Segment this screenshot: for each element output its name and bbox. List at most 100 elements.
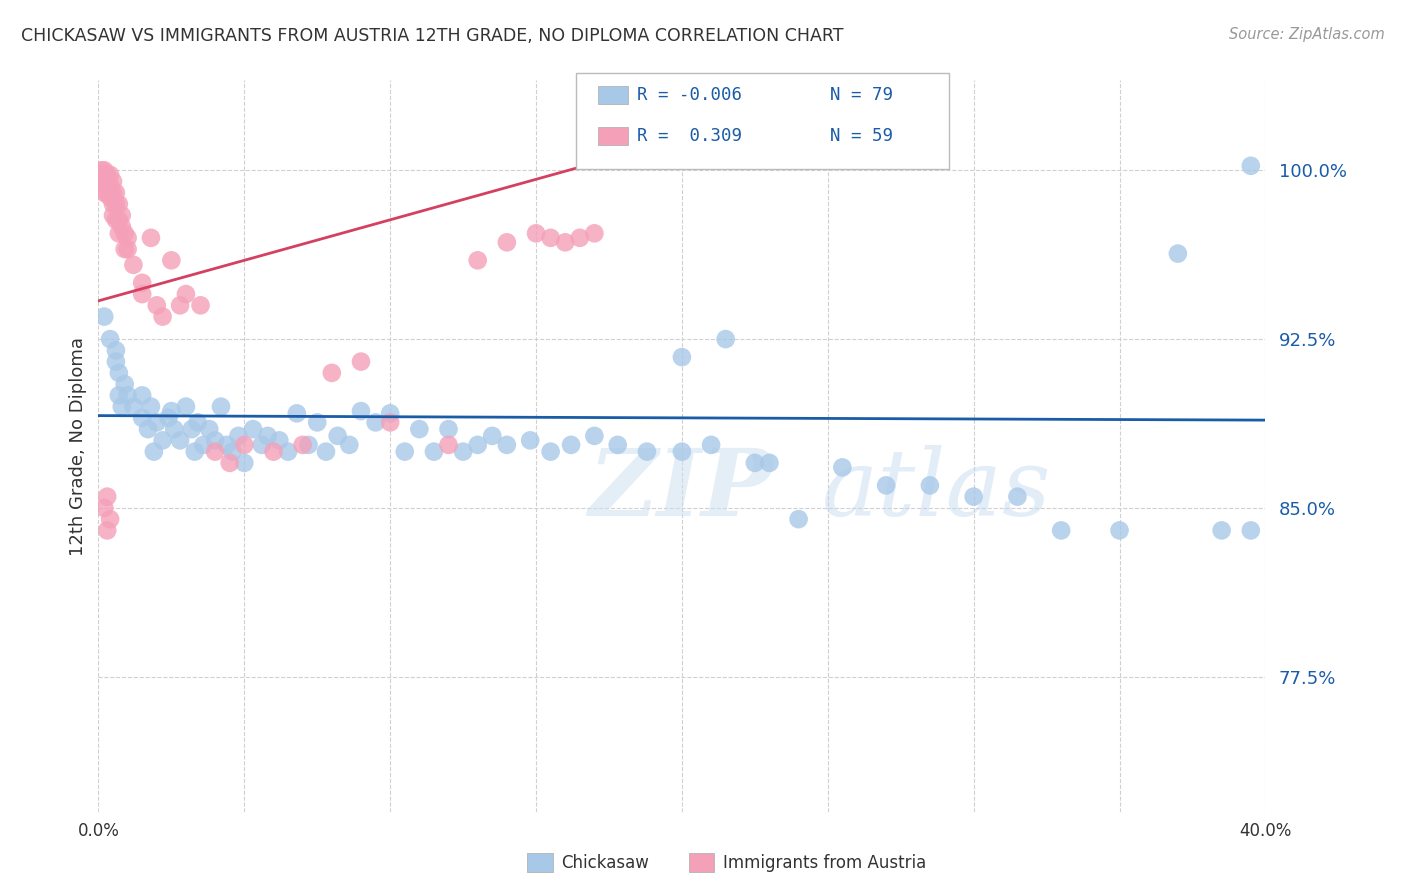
Point	[136, 422, 159, 436]
Point	[96, 175, 118, 189]
Point	[321, 366, 343, 380]
Point	[157, 410, 180, 425]
Point	[583, 429, 606, 443]
Point	[291, 438, 314, 452]
Point	[962, 490, 984, 504]
Point	[152, 434, 174, 448]
Point	[146, 416, 169, 430]
Point	[437, 438, 460, 452]
Point	[568, 231, 591, 245]
Point	[93, 500, 115, 515]
Point	[524, 227, 547, 241]
Point	[108, 227, 131, 241]
Point	[131, 410, 153, 425]
Point	[423, 444, 446, 458]
Point	[104, 186, 127, 200]
Point	[636, 444, 658, 458]
Point	[262, 444, 284, 458]
Point	[198, 422, 221, 436]
Point	[98, 512, 121, 526]
Text: Immigrants from Austria: Immigrants from Austria	[723, 855, 927, 872]
Point	[758, 456, 780, 470]
Point	[787, 512, 810, 526]
Text: CHICKASAW VS IMMIGRANTS FROM AUSTRIA 12TH GRADE, NO DIPLOMA CORRELATION CHART: CHICKASAW VS IMMIGRANTS FROM AUSTRIA 12T…	[21, 27, 844, 45]
Point	[467, 438, 489, 452]
Point	[114, 227, 136, 241]
Point	[117, 242, 139, 256]
Point	[98, 179, 121, 194]
Point	[117, 231, 139, 245]
Text: Source: ZipAtlas.com: Source: ZipAtlas.com	[1229, 27, 1385, 42]
Point	[131, 388, 153, 402]
Point	[187, 416, 209, 430]
Point	[204, 434, 226, 448]
Point	[297, 438, 319, 452]
Point	[583, 227, 606, 241]
Point	[337, 438, 360, 452]
Point	[111, 400, 134, 414]
Point	[451, 444, 474, 458]
Point	[101, 197, 124, 211]
Point	[671, 444, 693, 458]
Point	[174, 400, 197, 414]
Point	[101, 186, 124, 200]
Point	[108, 388, 131, 402]
Point	[111, 219, 134, 234]
Point	[831, 460, 853, 475]
Point	[364, 416, 387, 430]
Point	[108, 366, 131, 380]
Point	[111, 208, 134, 222]
Point	[108, 212, 131, 227]
Point	[131, 276, 153, 290]
Point	[190, 298, 212, 312]
Point	[169, 298, 191, 312]
Point	[209, 400, 232, 414]
Point	[394, 444, 416, 458]
Y-axis label: 12th Grade, No Diploma: 12th Grade, No Diploma	[69, 336, 87, 556]
Text: ZIP: ZIP	[589, 445, 773, 535]
Point	[1211, 524, 1233, 538]
Point	[307, 416, 329, 430]
Point	[96, 524, 118, 538]
Point	[122, 258, 145, 272]
Point	[285, 406, 308, 420]
Point	[142, 444, 165, 458]
Point	[1050, 524, 1073, 538]
Point	[380, 406, 402, 420]
Point	[1007, 490, 1029, 504]
Point	[1108, 524, 1130, 538]
Point	[183, 444, 205, 458]
Point	[560, 438, 582, 452]
Point	[174, 287, 197, 301]
Text: R =  0.309: R = 0.309	[637, 127, 742, 145]
Point	[131, 287, 153, 301]
Point	[350, 354, 373, 368]
Point	[437, 422, 460, 436]
Point	[875, 478, 897, 492]
Text: atlas: atlas	[823, 445, 1052, 535]
Point	[540, 231, 562, 245]
Point	[744, 456, 766, 470]
Text: Chickasaw: Chickasaw	[561, 855, 650, 872]
Point	[90, 168, 112, 182]
Point	[101, 175, 124, 189]
Point	[326, 429, 349, 443]
Point	[96, 186, 118, 200]
Point	[215, 438, 238, 452]
Point	[96, 168, 118, 182]
Point	[169, 434, 191, 448]
Point	[228, 429, 250, 443]
Point	[277, 444, 299, 458]
Point	[606, 438, 628, 452]
Point	[96, 490, 118, 504]
Point	[180, 422, 202, 436]
Point	[93, 310, 115, 324]
Point	[93, 168, 115, 182]
Point	[108, 197, 131, 211]
Point	[139, 231, 162, 245]
Point	[98, 332, 121, 346]
Point	[101, 208, 124, 222]
Point	[918, 478, 941, 492]
Point	[233, 438, 256, 452]
Text: N = 79: N = 79	[830, 86, 893, 103]
